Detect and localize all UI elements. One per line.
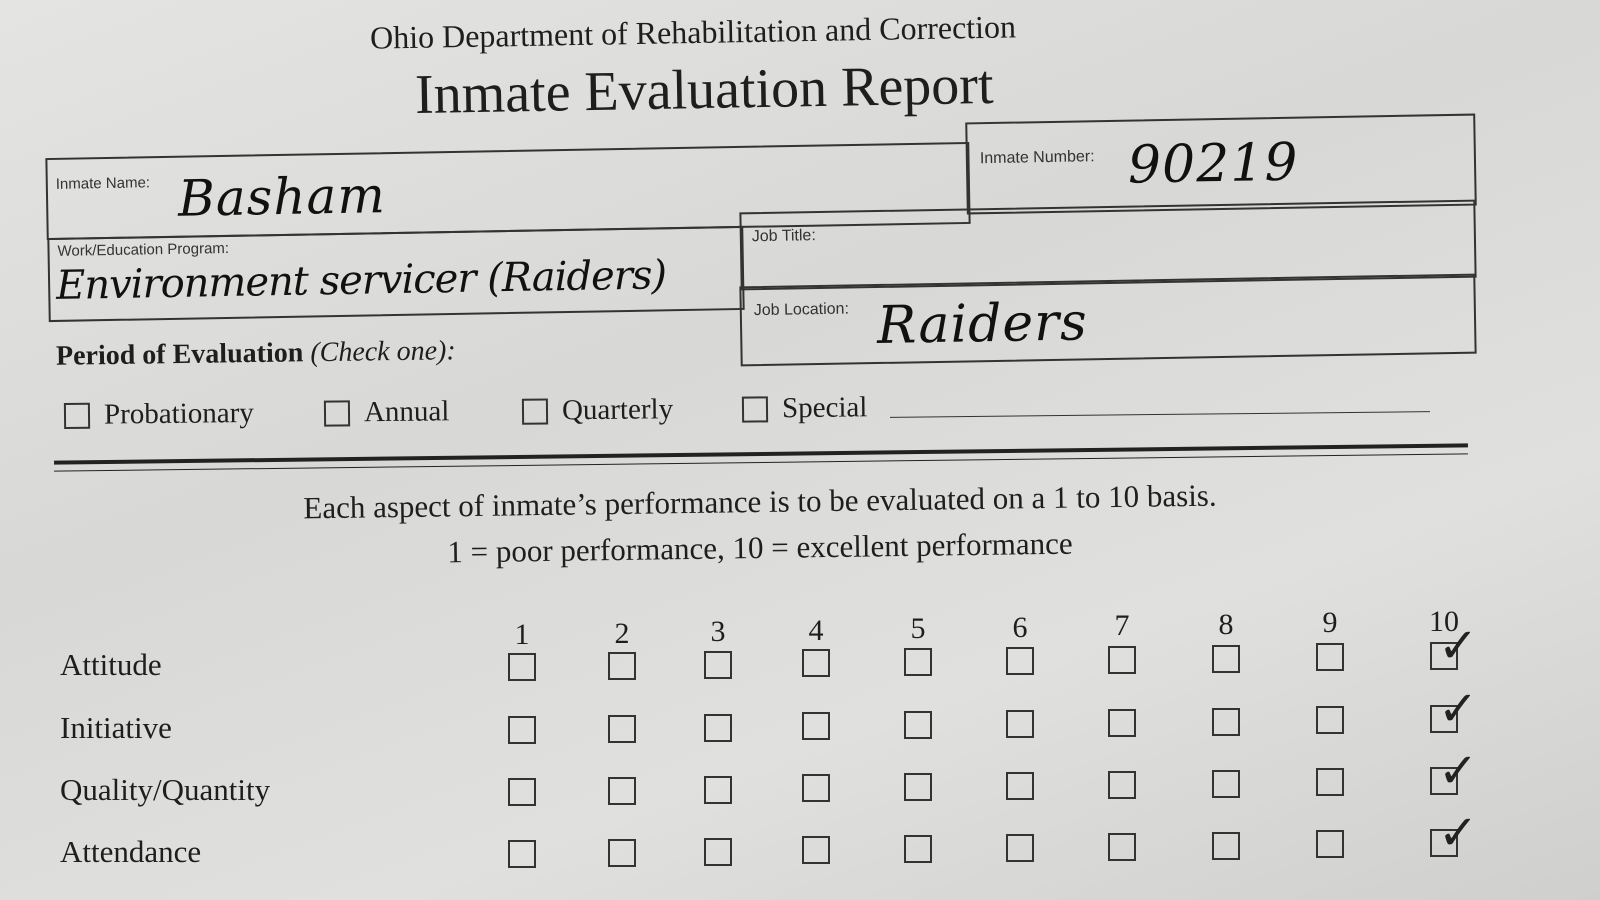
scale-header-2: 2 [614, 616, 630, 650]
rating-checkbox-4[interactable] [802, 836, 830, 865]
rating-checkbox-9[interactable] [1316, 706, 1344, 735]
checkmark-icon: ✓ [1438, 745, 1479, 799]
option-label: Probationary [103, 397, 254, 431]
scale-header-10: 10 [1429, 604, 1459, 638]
rating-checkbox-10[interactable]: ✓ [1430, 620, 1478, 673]
rating-checkbox-3[interactable] [704, 775, 732, 804]
checkmark-icon: ✓ [1438, 620, 1479, 674]
option-label: Quarterly [561, 393, 674, 427]
checkbox[interactable] [323, 399, 351, 427]
program-value: Environment servicer (Raiders) [55, 252, 667, 309]
rating-checkbox-5[interactable] [904, 648, 932, 677]
option-label: Special [781, 391, 868, 425]
rating-checkbox-5[interactable] [904, 773, 932, 802]
divider-thin [54, 453, 1468, 472]
scale-header-3: 3 [710, 615, 726, 648]
period-option-probationary[interactable]: Probationary [63, 397, 254, 432]
scale-header-1: 1 [514, 618, 530, 651]
rating-checkbox-10[interactable]: ✓ [1430, 745, 1478, 798]
period-option-annual[interactable]: Annual [323, 395, 450, 429]
rating-checkbox-2[interactable] [608, 776, 636, 805]
job-location-value: Raiders [876, 292, 1089, 357]
rating-checkbox-4[interactable] [802, 774, 830, 803]
option-label: Annual [363, 395, 450, 429]
rating-checkbox-8[interactable] [1212, 644, 1240, 673]
rating-checkbox-2[interactable] [608, 651, 636, 680]
scale-header-8: 8 [1218, 607, 1234, 641]
inmate-number-label: Inmate Number: [979, 148, 1095, 168]
program-label: Work/Education Program: [57, 239, 230, 260]
agency-name: Ohio Department of Rehabilitation and Co… [369, 8, 1017, 56]
rating-label-attitude: Attitude [60, 647, 162, 682]
rating-checkbox-4[interactable] [802, 649, 830, 678]
inmate-number-field[interactable]: Inmate Number: 90219 [965, 113, 1477, 215]
period-heading: Period of Evaluation (Check one): [56, 335, 456, 373]
rating-checkbox-3[interactable] [704, 837, 732, 866]
rating-checkbox-4[interactable] [802, 712, 830, 741]
rating-checkbox-8[interactable] [1212, 831, 1240, 860]
scale-header-4: 4 [808, 613, 824, 647]
rating-checkbox-7[interactable] [1108, 645, 1136, 674]
checkbox[interactable] [63, 402, 91, 429]
rating-checkbox-8[interactable] [1212, 769, 1240, 798]
job-location-label: Job Location: [753, 300, 850, 320]
rating-checkbox-9[interactable] [1316, 768, 1344, 797]
rating-checkbox-6[interactable] [1006, 834, 1034, 862]
inmate-number-value: 90219 [1127, 132, 1299, 196]
rating-checkbox-1[interactable] [508, 653, 536, 681]
rating-checkbox-3[interactable] [704, 650, 732, 679]
report-title: Inmate Evaluation Report [414, 53, 994, 127]
period-label: Period of Evaluation [55, 337, 304, 372]
rating-checkbox-1[interactable] [508, 778, 536, 806]
rating-checkbox-7[interactable] [1108, 770, 1136, 799]
rating-checkbox-6[interactable] [1006, 772, 1034, 800]
job-location-field[interactable]: Job Location: Raiders [739, 273, 1477, 367]
rating-checkbox-6[interactable] [1006, 647, 1034, 675]
rating-checkbox-3[interactable] [704, 713, 732, 742]
instructions-line1: Each aspect of inmate’s performance is t… [303, 477, 1217, 526]
rating-checkbox-2[interactable] [608, 714, 636, 743]
scale-header-6: 6 [1012, 610, 1028, 644]
rating-checkbox-9[interactable] [1316, 643, 1344, 672]
rating-checkbox-1[interactable] [508, 716, 536, 744]
scale-header-7: 7 [1114, 609, 1130, 642]
period-option-quarterly[interactable]: Quarterly [521, 393, 674, 428]
rating-checkbox-7[interactable] [1108, 832, 1136, 861]
inmate-name-label: Inmate Name: [55, 174, 151, 193]
rating-checkbox-8[interactable] [1212, 707, 1240, 736]
rating-checkbox-10[interactable]: ✓ [1430, 683, 1478, 736]
rating-checkbox-2[interactable] [608, 838, 636, 867]
rating-checkbox-6[interactable] [1006, 710, 1034, 738]
rating-checkbox-5[interactable] [904, 835, 932, 864]
rating-checkbox-5[interactable] [904, 711, 932, 740]
period-hint: (Check one): [310, 335, 456, 369]
job-title-label: Job Title: [751, 227, 816, 246]
checkbox[interactable] [741, 395, 769, 423]
rating-label-initiative: Initiative [60, 710, 172, 745]
rating-label-attendance: Attendance [60, 834, 202, 869]
rating-checkbox-1[interactable] [508, 840, 536, 868]
period-option-special[interactable]: Special [741, 391, 868, 425]
special-blank-line[interactable] [890, 411, 1430, 418]
rating-checkbox-10[interactable]: ✓ [1430, 807, 1478, 860]
scale-header-5: 5 [910, 612, 926, 645]
checkmark-icon: ✓ [1438, 807, 1479, 861]
scale-header-9: 9 [1322, 606, 1338, 639]
rating-checkbox-7[interactable] [1108, 708, 1136, 737]
program-field[interactable]: Work/Education Program: Environment serv… [47, 225, 745, 323]
instructions-line2: 1 = poor performance, 10 = excellent per… [447, 525, 1073, 570]
checkbox[interactable] [521, 398, 549, 425]
rating-label-quality-quantity: Quality/Quantity [60, 772, 271, 807]
checkmark-icon: ✓ [1438, 683, 1479, 737]
rating-checkbox-9[interactable] [1316, 830, 1344, 859]
inmate-name-value: Basham [177, 166, 387, 228]
